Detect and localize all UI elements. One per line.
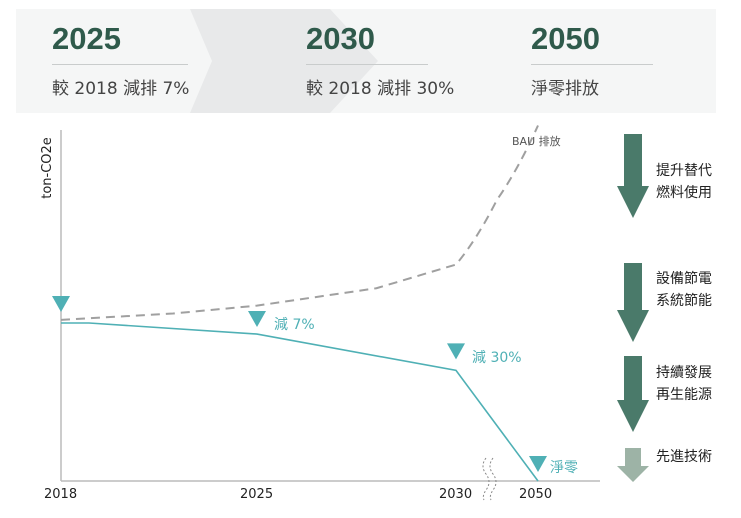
measure-text: 設備節電 (656, 271, 712, 287)
milestone-marker-2050 (529, 456, 547, 472)
milestone-banner: 2025 較 2018 減排 7% 2030 較 2018 減排 30% 205… (16, 9, 716, 113)
measure-text: 再生能源 (656, 387, 712, 403)
down-arrow-icon (617, 134, 649, 218)
stage-year: 2030 (306, 21, 375, 56)
x-tick-2025: 2025 (240, 487, 274, 502)
measure-text: 先進技術 (656, 449, 712, 465)
measure-text: 系統節能 (656, 293, 712, 309)
stage-desc: 較 2018 減排 7% (52, 79, 190, 99)
x-tick-2018: 2018 (44, 487, 78, 502)
reduction-line (61, 322, 539, 482)
x-tick-2050: 2050 (519, 487, 553, 502)
stage-desc: 淨零排放 (531, 79, 599, 99)
stage-2025-bg (16, 9, 196, 113)
down-arrow-icon (617, 263, 649, 342)
stage-year: 2025 (52, 21, 121, 56)
measure-fuel: 提升替代 燃料使用 (656, 160, 712, 204)
y-axis-label: ton-CO2e (40, 137, 55, 199)
annotation-2030: 減 30% (472, 350, 522, 366)
measure-text: 持續發展 (656, 365, 712, 381)
measure-tech: 先進技術 (656, 446, 712, 468)
milestone-marker-2018 (52, 296, 70, 312)
annotation-2050: 淨零 (550, 460, 578, 476)
divider (531, 64, 653, 65)
annotation-2025: 減 7% (274, 317, 315, 333)
x-tick-2030: 2030 (439, 487, 473, 502)
down-arrow-icon (617, 356, 649, 432)
bau-line (60, 125, 539, 321)
axis-break-icon (482, 457, 497, 501)
milestone-marker-2025 (248, 311, 266, 328)
measure-renewable: 持續發展 再生能源 (656, 362, 712, 406)
measure-efficiency: 設備節電 系統節能 (656, 268, 712, 312)
divider (52, 64, 188, 65)
measure-text: 燃料使用 (656, 185, 712, 201)
stage-year: 2050 (531, 21, 600, 56)
measure-text: 提升替代 (656, 163, 712, 179)
divider (306, 64, 428, 65)
down-arrow-icon (617, 448, 649, 482)
milestone-marker-2030 (447, 343, 465, 360)
stage-desc: 較 2018 減排 30% (306, 79, 455, 99)
bau-label: BAU 排放 (512, 135, 561, 148)
